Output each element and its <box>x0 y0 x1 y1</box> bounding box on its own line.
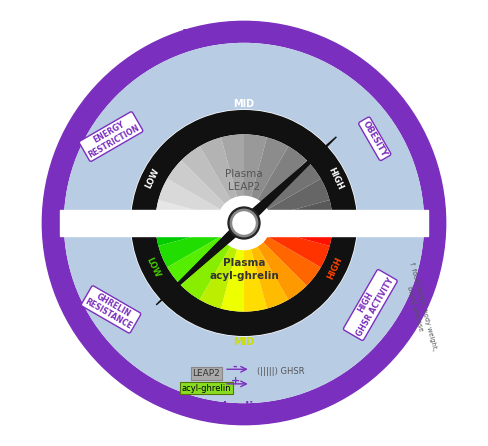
Wedge shape <box>155 200 218 223</box>
Bar <box>60 210 428 236</box>
Text: OBESITY: OBESITY <box>361 119 388 158</box>
Circle shape <box>230 209 258 237</box>
Circle shape <box>42 21 446 425</box>
Circle shape <box>64 44 424 402</box>
Wedge shape <box>167 160 225 210</box>
Circle shape <box>218 196 270 250</box>
Wedge shape <box>182 146 231 204</box>
Text: acyl-ghrelin: acyl-ghrelin <box>182 384 231 393</box>
Text: GHRELIN
RESISTANCE: GHRELIN RESISTANCE <box>83 288 139 331</box>
Text: LOW: LOW <box>144 167 161 190</box>
Text: ↑ food intake, body weight,
blood glucose: ↑ food intake, body weight, blood glucos… <box>401 261 438 354</box>
Wedge shape <box>257 242 306 300</box>
Circle shape <box>228 207 260 239</box>
Wedge shape <box>251 246 288 309</box>
Wedge shape <box>221 249 244 312</box>
Wedge shape <box>251 137 288 200</box>
Polygon shape <box>162 137 336 300</box>
Wedge shape <box>200 137 237 200</box>
Text: HIGH: HIGH <box>326 255 345 281</box>
Wedge shape <box>257 146 306 204</box>
Wedge shape <box>270 223 333 246</box>
Wedge shape <box>131 110 357 336</box>
Text: +: + <box>230 376 240 386</box>
Text: Plasma
acyl-ghrelin: Plasma acyl-ghrelin <box>209 258 279 281</box>
Text: ENERGY
RESTRICTION: ENERGY RESTRICTION <box>81 114 141 159</box>
Wedge shape <box>159 230 221 267</box>
Wedge shape <box>221 134 244 197</box>
Wedge shape <box>267 230 329 267</box>
Wedge shape <box>182 242 231 300</box>
Text: HIGH
GHSR ACTIVITY: HIGH GHSR ACTIVITY <box>346 272 395 339</box>
Text: -: - <box>233 362 238 372</box>
Wedge shape <box>244 134 267 197</box>
Text: MID: MID <box>233 337 255 347</box>
Text: (|||||) GHSR: (|||||) GHSR <box>257 368 305 376</box>
Wedge shape <box>167 236 225 286</box>
Text: HIGH: HIGH <box>326 165 345 191</box>
Wedge shape <box>270 200 333 223</box>
Wedge shape <box>263 160 321 210</box>
Text: Nutritional state: Nutritional state <box>182 28 306 41</box>
Text: Plasma
LEAP2: Plasma LEAP2 <box>225 169 263 193</box>
Wedge shape <box>200 246 237 309</box>
Wedge shape <box>267 179 329 216</box>
Wedge shape <box>263 236 321 286</box>
Circle shape <box>64 44 424 402</box>
Polygon shape <box>156 169 302 305</box>
Text: LOW: LOW <box>144 256 161 279</box>
Circle shape <box>233 212 255 234</box>
Circle shape <box>131 110 357 336</box>
Text: MID: MID <box>233 99 255 109</box>
Wedge shape <box>159 179 221 216</box>
Wedge shape <box>155 223 218 246</box>
Text: LEAP2: LEAP2 <box>192 369 220 378</box>
Wedge shape <box>244 249 267 312</box>
Text: Acyl-ghrelin action: Acyl-ghrelin action <box>182 401 306 414</box>
